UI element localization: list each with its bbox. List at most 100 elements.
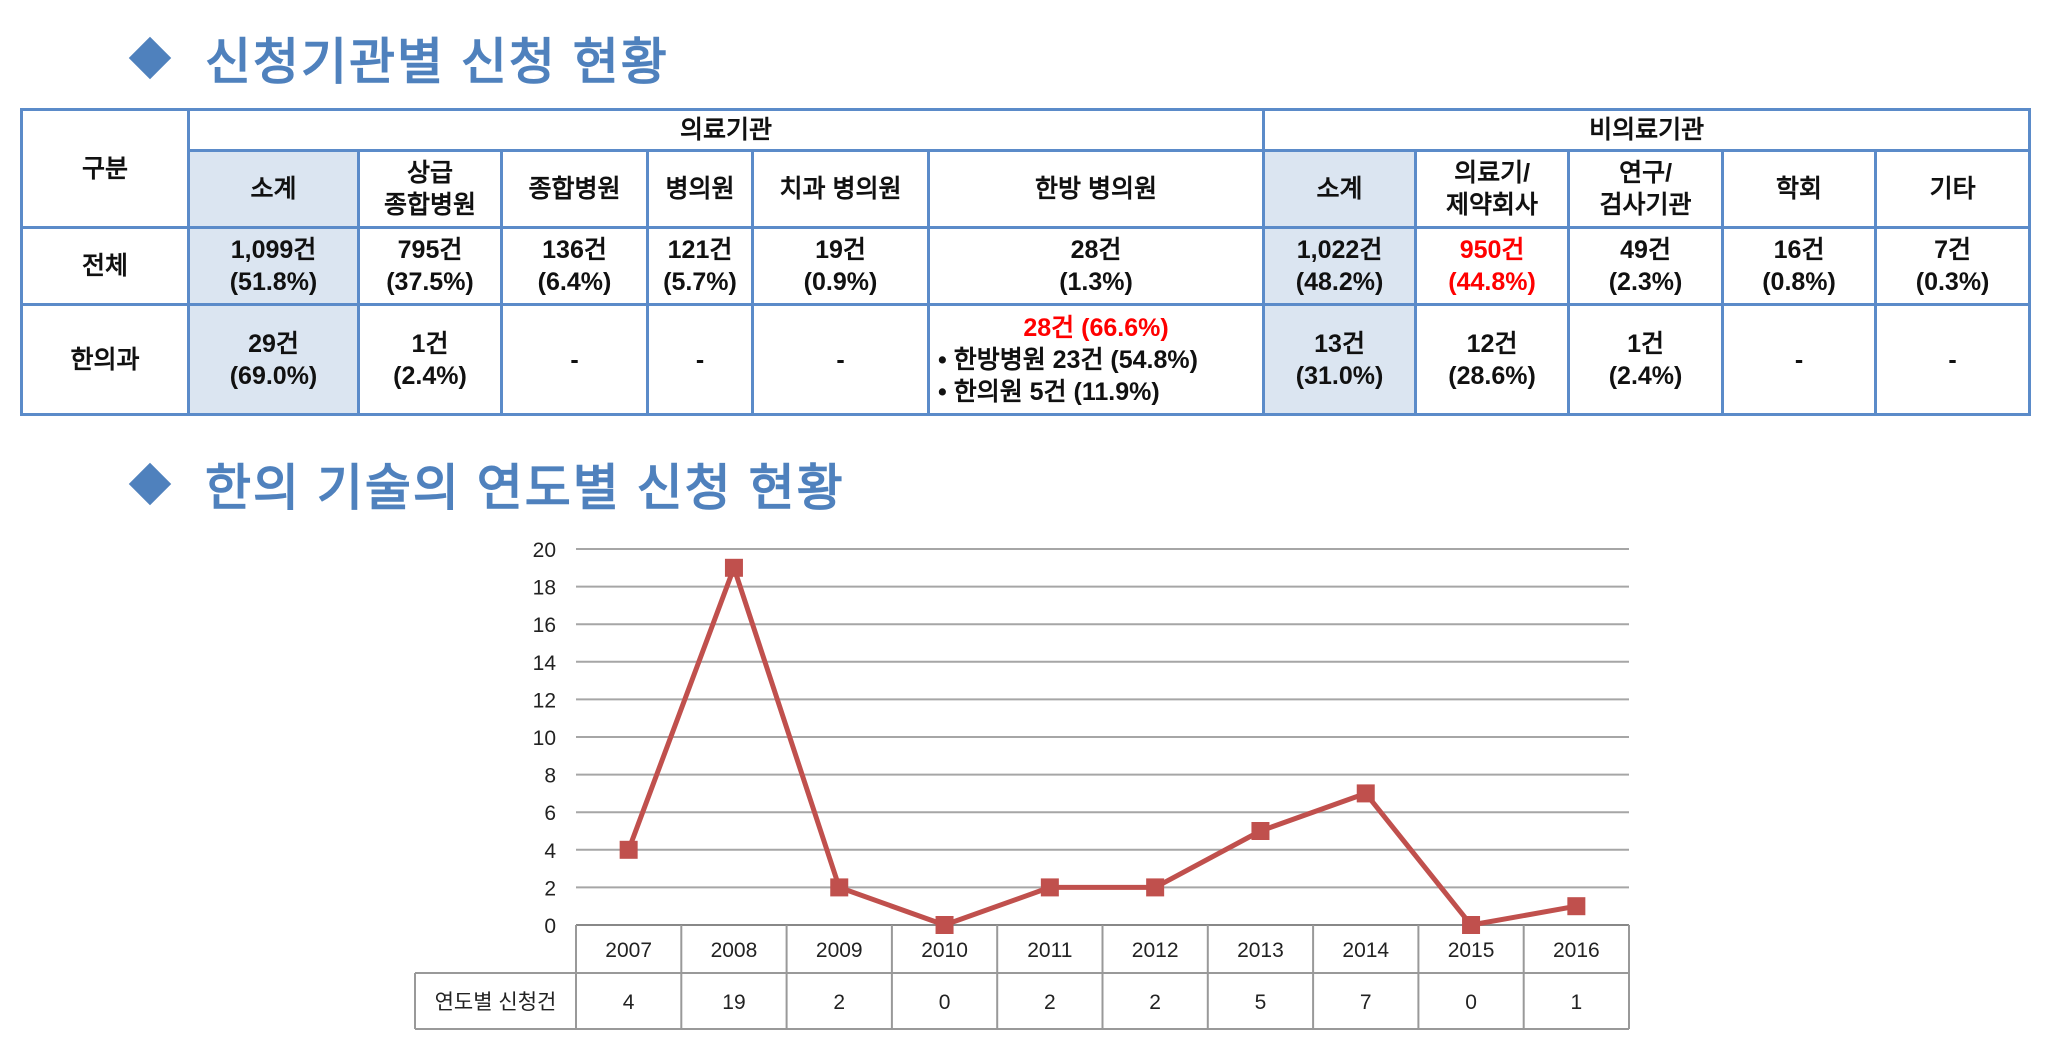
group-header-nonmedical: 비의료기관 (1262, 108, 2032, 152)
data-table-value: 0 (1465, 991, 1477, 1014)
data-point-marker (1251, 822, 1270, 840)
table-cell: 1,099건 (51.8%) (187, 226, 360, 306)
data-point-marker (830, 878, 849, 897)
cell-line: (31.0%) (1295, 361, 1384, 390)
column-header-line: 검사기관 (1599, 191, 1692, 219)
column-header-line: 기타 (1929, 175, 1976, 203)
cell-line: (51.8%) (229, 268, 318, 296)
cell-line: (44.8%) (1448, 268, 1536, 296)
data-table-value: 5 (1255, 991, 1267, 1014)
cell-line: - (1794, 345, 1804, 374)
cell-line: (0.8%) (1762, 268, 1836, 296)
y-tick-label: 20 (533, 539, 556, 562)
cell-line: 16건 (1773, 236, 1825, 264)
cell-line: 12건 (1466, 329, 1518, 358)
data-point-marker (935, 916, 954, 934)
table-cell: 795건 (37.5%) (357, 226, 503, 306)
table-cell: 12건 (28.6%) (1414, 303, 1571, 416)
cell-line: (0.9%) (803, 268, 878, 296)
table-cell: 1건 (2.4%) (357, 303, 503, 416)
column-header: 학회 (1721, 149, 1878, 229)
x-tick-label: 2015 (1448, 939, 1495, 962)
table-cell: - (1874, 303, 2032, 416)
data-table-value: 0 (939, 991, 951, 1014)
data-point-marker (1567, 897, 1586, 916)
cell-line: 1,099건 (230, 236, 317, 264)
cell-line: 13건 (1314, 329, 1365, 358)
column-header: 상급 종합병원 (357, 149, 503, 229)
group-header-medical: 의료기관 (186, 108, 1266, 152)
table-cell: 13건 (31.0%) (1262, 303, 1418, 416)
cell-line: 795건 (397, 236, 463, 264)
cell-line: (6.4%) (537, 268, 612, 296)
y-tick-label: 0 (544, 915, 556, 938)
y-tick-label: 14 (533, 652, 557, 675)
x-tick-label: 2011 (1027, 939, 1072, 962)
column-header: 소계 (187, 149, 360, 229)
y-tick-label: 8 (544, 765, 556, 788)
data-point-marker (1146, 878, 1165, 897)
x-tick-label: 2008 (711, 939, 758, 962)
column-header: 한방 병의원 (926, 149, 1266, 229)
column-header-line: 소계 (250, 175, 297, 203)
table-cell: 16건 (0.8%) (1721, 226, 1878, 306)
cell-line: (37.5%) (386, 268, 474, 296)
cell-line: • 한방병원 23건 (54.8%) (938, 345, 1198, 374)
section-title-text: 신청기관별 신청 현황 (205, 34, 669, 90)
table-cell: 1,022건 (48.2%) (1262, 226, 1418, 306)
cell-line: 28건 (66.6%) (1023, 313, 1169, 342)
cell-line: 19건 (815, 236, 866, 264)
table-cell: 28건 (1.3%) (926, 226, 1266, 306)
cell-line: (0.3%) (1915, 268, 1990, 296)
institution-table: 구분 의료기관 비의료기관 소계 상급 종합병원 종합병원 병의원 치과 병의원 한방 병의… (20, 108, 2032, 416)
column-header: 병의원 (646, 149, 754, 229)
column-header: 의료기/제약회사 (1414, 149, 1571, 229)
table-cell: 136건 (6.4%) (500, 226, 649, 306)
x-tick-label: 2010 (921, 939, 968, 962)
cell-line: (48.2%) (1295, 268, 1384, 296)
cell-line: 49건 (1620, 236, 1671, 264)
column-header-line: 연구/ (1619, 159, 1673, 187)
column-header: 종합병원 (500, 149, 649, 229)
cell-line: • 한의원 5건 (11.9%) (938, 377, 1160, 406)
data-table-value: 7 (1360, 991, 1372, 1014)
cell-line: - (570, 345, 579, 374)
data-point-marker (1040, 878, 1059, 897)
series-line (626, 565, 1577, 928)
data-point-marker (1356, 784, 1375, 803)
cell-line: 1건 (1627, 329, 1664, 358)
data-table-value: 1 (1571, 991, 1583, 1014)
table-cell: 28건 (66.6%) • 한방병원 23건 (54.8%) • 한의원 5건 (1… (926, 303, 1266, 416)
cell-line: (28.6%) (1448, 361, 1536, 390)
x-tick-label: 2009 (816, 939, 863, 962)
column-header: 기타 (1874, 149, 2032, 229)
column-header-line: 제약회사 (1446, 191, 1539, 219)
y-tick-label: 12 (533, 689, 556, 712)
cell-line: 136건 (542, 236, 607, 264)
x-tick-label: 2012 (1132, 939, 1179, 962)
cell-line: (2.4%) (1608, 361, 1683, 390)
cell-line: - (836, 345, 845, 374)
y-tick-label: 10 (533, 727, 556, 750)
row-header-label: 구분 (20, 108, 190, 229)
row-label: 한의과 (20, 303, 190, 416)
cell-line: 28건 (1070, 236, 1122, 264)
column-header-line: 한방 병의원 (1035, 175, 1157, 203)
column-header-line: 종합병원 (383, 191, 476, 219)
data-table-value: 2 (833, 991, 845, 1014)
x-tick-label: 2014 (1342, 939, 1389, 962)
cell-line: 1건 (411, 329, 449, 358)
y-tick-label: 18 (533, 577, 556, 600)
data-point-marker (619, 840, 638, 859)
cell-line: 1,022건 (1296, 236, 1383, 264)
data-table-value: 2 (1044, 991, 1056, 1014)
y-tick-label: 2 (544, 877, 556, 900)
cell-line: 950건 (1459, 236, 1525, 264)
column-header-line: 병의원 (665, 175, 735, 203)
row-label: 전체 (20, 226, 190, 306)
table-cell: 1건 (2.4%) (1567, 303, 1725, 416)
x-tick-label: 2016 (1553, 939, 1600, 962)
series-legend-label: 연도별 신청건 (435, 991, 557, 1014)
column-header-line: 의료기/ (1454, 159, 1531, 187)
column-header: 치과 병의원 (751, 149, 930, 229)
